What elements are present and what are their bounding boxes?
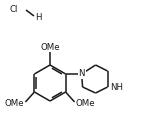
Text: NH: NH: [111, 83, 124, 91]
Text: N: N: [78, 70, 85, 78]
Text: H: H: [35, 13, 41, 23]
Text: OMe: OMe: [5, 99, 24, 107]
Text: OMe: OMe: [76, 99, 95, 107]
Text: Cl: Cl: [10, 6, 18, 14]
Text: OMe: OMe: [40, 42, 60, 52]
